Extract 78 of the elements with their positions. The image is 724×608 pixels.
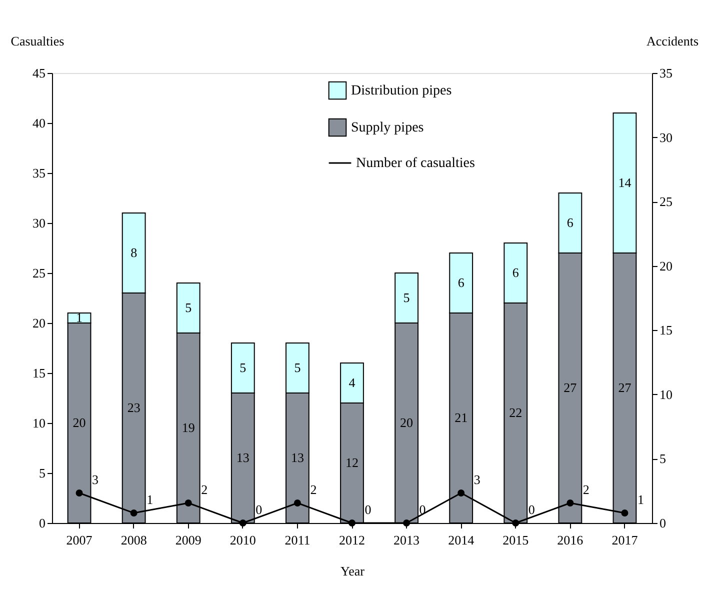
y-tick-label: 25 [32, 266, 46, 280]
data-label: 23 [127, 400, 140, 415]
y-tick-label: 0 [39, 516, 46, 530]
point [294, 500, 301, 506]
data-label: 13 [236, 450, 250, 465]
y2-tick-label: 10 [660, 386, 672, 402]
data-label: 12 [346, 455, 358, 470]
x-tick-label: 2009 [175, 532, 202, 548]
x-tick-label: 2015 [502, 532, 529, 548]
data-label: 6 [566, 215, 574, 230]
x-tick-label: 2014 [448, 532, 475, 548]
point [621, 510, 628, 516]
data-label: 19 [182, 420, 195, 435]
data-label: 6 [458, 275, 465, 290]
point [184, 500, 192, 506]
data-label: 1 [76, 310, 83, 325]
data-label: 22 [509, 405, 522, 420]
data-label: 5 [185, 300, 192, 315]
data-label: 1 [146, 492, 154, 507]
point [348, 520, 356, 526]
x-tick-label: 2012 [339, 532, 365, 548]
y-tick-label: 40 [32, 116, 46, 130]
data-label: 13 [290, 450, 304, 465]
point [458, 490, 465, 496]
y-tick-label: 20 [32, 316, 46, 330]
data-label: 4 [348, 375, 356, 390]
y-tick-label: 15 [32, 366, 46, 380]
x-tick-label: 2010 [230, 532, 256, 548]
y-tick-label: 30 [32, 216, 46, 230]
y2-tick-label: 5 [660, 451, 666, 466]
y2-tick-label: 35 [660, 66, 672, 80]
x-tick-label: 2013 [394, 532, 420, 548]
data-label: 20 [72, 415, 86, 430]
y2-axis-title: Accidents [646, 34, 698, 48]
y2-tick-label: 30 [660, 130, 672, 145]
data-label: 27 [618, 380, 632, 395]
data-label: 3 [474, 472, 480, 487]
point [76, 490, 83, 496]
x-axis-title: Year [340, 564, 366, 578]
y-tick-label: 35 [32, 166, 46, 180]
data-label: 8 [130, 245, 138, 260]
y2-tick-label: 20 [660, 258, 672, 274]
y-axis-title: Casualties [10, 34, 64, 48]
point [130, 510, 138, 516]
y2-tick-label: 0 [660, 516, 666, 530]
point [512, 520, 520, 526]
point [566, 500, 574, 506]
y2-tick-label: 15 [660, 322, 672, 338]
x-tick-label: 2007 [66, 532, 93, 548]
data-label: 0 [256, 502, 262, 517]
data-label: 5 [240, 360, 246, 375]
y2-tick-label: 25 [660, 194, 672, 210]
point [403, 520, 410, 526]
data-label: 3 [92, 472, 99, 487]
data-label: 14 [618, 175, 632, 190]
y-tick-label: 45 [32, 66, 46, 80]
x-tick-label: 2008 [120, 532, 147, 548]
y-tick-label: 10 [32, 416, 46, 430]
x-tick-label: 2016 [557, 532, 584, 548]
data-label: 21 [454, 410, 468, 425]
data-label: 0 [364, 502, 372, 517]
data-label: 2 [310, 482, 317, 497]
data-label: 27 [564, 380, 578, 395]
data-label: 5 [403, 290, 410, 305]
data-label: 6 [512, 265, 520, 280]
y-tick-label: 5 [39, 466, 46, 480]
data-label: 1 [637, 492, 644, 507]
legend-label: Number of casualties [356, 156, 475, 171]
x-tick-label: 2017 [612, 532, 638, 548]
data-label: 2 [582, 482, 590, 497]
legend-label: Supply pipes [351, 120, 424, 136]
data-label: 5 [294, 360, 301, 375]
data-label: 20 [400, 415, 414, 430]
data-label: 2 [201, 482, 208, 497]
data-label: 0 [528, 502, 535, 517]
legend-label: Distribution pipes [351, 84, 452, 98]
x-tick-label: 2011 [284, 532, 310, 548]
point [239, 520, 246, 526]
